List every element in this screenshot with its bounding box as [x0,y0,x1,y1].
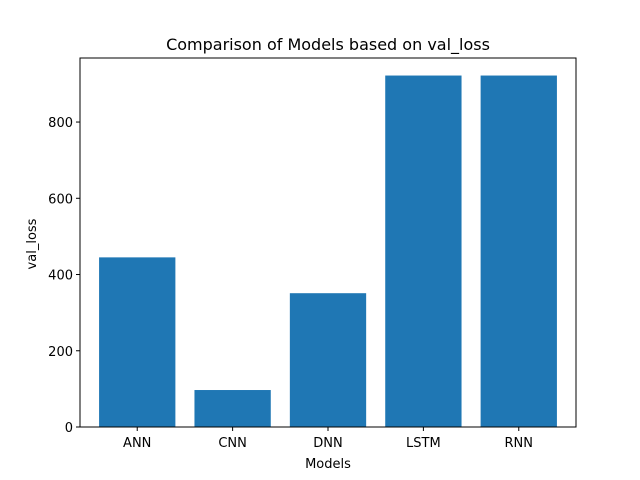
y-tick-label: 800 [48,116,73,131]
bar-ann [99,257,176,427]
y-tick-label: 0 [65,421,73,436]
y-axis-label: val_loss [25,218,40,269]
y-axis-ticks: 0 200 400 600 800 [48,116,80,436]
y-tick-label: 200 [48,345,73,360]
x-tick-label: CNN [218,436,247,451]
bar-cnn [194,390,271,427]
y-tick-label: 400 [48,269,73,284]
bars-group [99,75,557,427]
bar-dnn [289,293,367,427]
bar-lstm [385,75,462,427]
x-tick-label: ANN [123,436,151,451]
x-tick-label: DNN [313,436,342,451]
y-tick-label: 600 [48,192,73,207]
x-tick-label: RNN [505,436,533,451]
x-axis-ticks: ANN CNN DNN LSTM RNN [123,427,533,451]
plot-frame [79,57,577,428]
x-axis-label: Models [305,457,351,472]
bar-rnn [480,75,557,427]
chart-title: Comparison of Models based on val_loss [166,35,490,55]
x-tick-label: LSTM [406,436,441,451]
